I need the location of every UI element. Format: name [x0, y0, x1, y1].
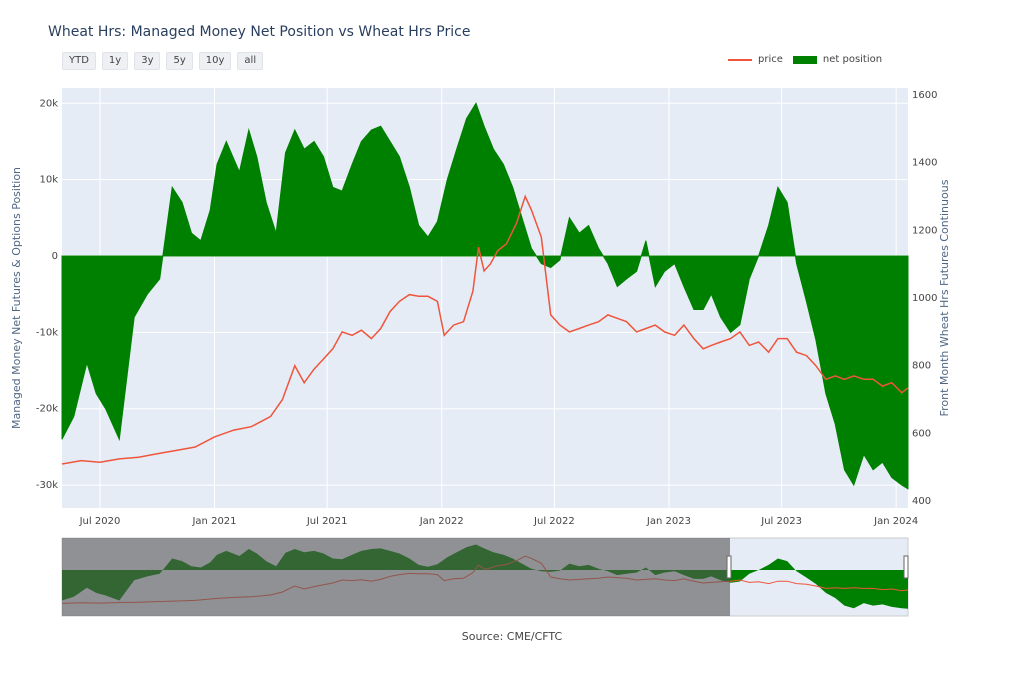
y-left-tick-label: 10k [39, 175, 58, 186]
y-left-tick-label: -10k [36, 327, 58, 338]
y-left-tick-label: 20k [39, 98, 58, 109]
range-1y-button[interactable]: 1y [101, 52, 129, 70]
y-right-tick-label: 400 [912, 496, 931, 507]
net-position-area [61, 102, 909, 490]
y-right-tick-label: 1400 [912, 158, 937, 169]
y-right-axis-title: Front Month Wheat Hrs Futures Continuous [938, 179, 951, 416]
x-tick-label: Jan 2023 [646, 516, 691, 527]
x-tick-label: Jan 2024 [873, 516, 918, 527]
range-all-button[interactable]: all [237, 52, 264, 70]
y-left-tick-label: -30k [36, 480, 58, 491]
legend-price-swatch[interactable] [728, 58, 752, 61]
y-right-tick-label: 1600 [912, 90, 937, 101]
x-tick-label: Jul 2022 [533, 516, 575, 527]
price-line [61, 194, 909, 465]
y-right-tick-label: 800 [912, 361, 931, 372]
range-selector: YTD 1y 3y 5y 10y all [62, 52, 264, 70]
range-slider-handle-left[interactable] [726, 555, 732, 579]
x-tick-label: Jul 2020 [79, 516, 121, 527]
x-tick-label: Jul 2023 [760, 516, 802, 527]
y-right-tick-label: 1000 [912, 293, 937, 304]
y-left-tick-label: -20k [36, 404, 58, 415]
y-left-axis-title: Managed Money Net Futures & Options Posi… [10, 167, 23, 429]
range-5y-button[interactable]: 5y [166, 52, 193, 70]
x-tick-label: Jan 2022 [419, 516, 464, 527]
legend-net-swatch[interactable] [792, 55, 817, 64]
range-ytd-button[interactable]: YTD [62, 52, 96, 70]
y-right-tick-label: 600 [912, 428, 931, 439]
range-3y-button[interactable]: 3y [134, 52, 161, 70]
x-tick-label: Jan 2021 [191, 516, 236, 527]
range-slider-mask [62, 538, 730, 616]
source-note: Source: CME/CFTC [461, 630, 563, 643]
y-left-tick-label: 0 [52, 251, 58, 262]
range-slider-handle-right[interactable] [903, 555, 909, 579]
x-tick-label: Jul 2021 [306, 516, 348, 527]
range-10y-button[interactable]: 10y [198, 52, 232, 70]
legend-net-label[interactable]: net position [822, 54, 883, 65]
legend: price net position [728, 54, 882, 65]
chart-title: Wheat Hrs: Managed Money Net Position vs… [48, 24, 471, 40]
y-right-tick-label: 1200 [912, 225, 937, 236]
legend-price-label[interactable]: price [758, 54, 783, 65]
